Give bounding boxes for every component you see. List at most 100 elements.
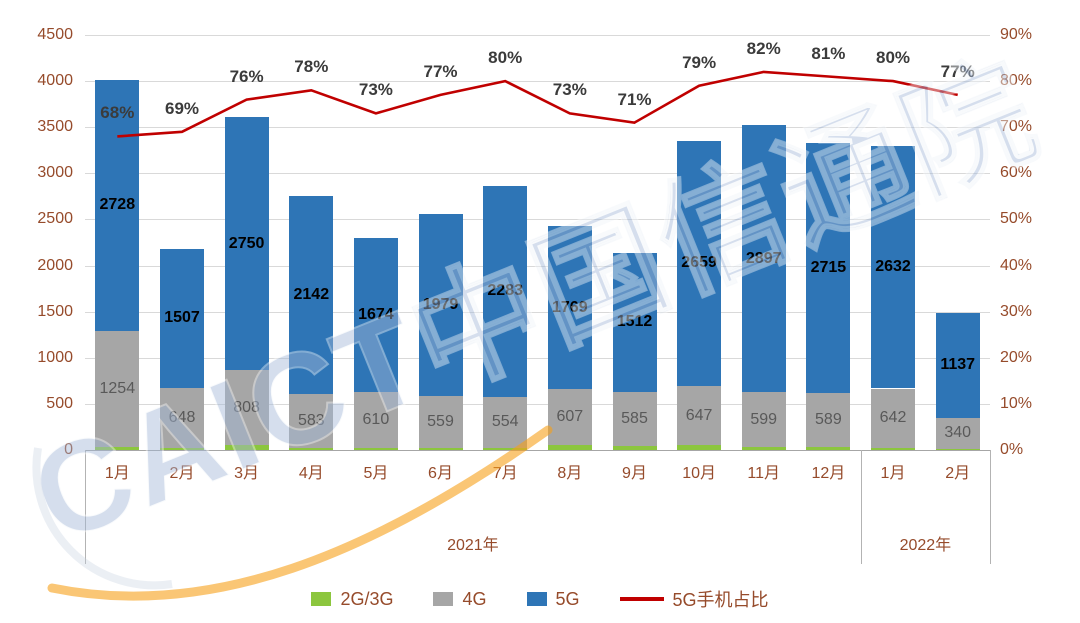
line-value-label: 80%: [488, 48, 523, 68]
x-axis-line: [85, 450, 990, 451]
bar-segment-5g: [871, 145, 915, 389]
bar-value-label-4g: 642: [879, 409, 907, 427]
legend-swatch-5g: [526, 592, 547, 606]
bar-value-label-4g: 559: [427, 413, 454, 431]
gridline: [85, 219, 990, 221]
bar-value-label-5g: 1769: [552, 298, 588, 316]
bar-value-label-4g: 583: [297, 411, 325, 429]
gridline: [85, 403, 990, 405]
y-axis-left-tick-label: 1500: [37, 302, 73, 320]
y-axis-left-tick-label: 3000: [37, 164, 73, 182]
x-axis-category-label: 12月: [811, 465, 846, 482]
legend-item-5g-share-line: 5G手机占比: [619, 586, 769, 612]
bar-value-label-5g: 2715: [810, 258, 847, 276]
y-axis-left-tick-label: 3500: [37, 118, 73, 136]
bar-segment-5g: [677, 140, 722, 386]
bar-value-label-4g: 554: [491, 413, 519, 431]
legend-swatch-2g-3g: [311, 592, 332, 606]
bar-value-label-5g: 2750: [228, 234, 265, 252]
bar-segment-4g: [677, 385, 722, 446]
bar-value-label-4g: 808: [233, 398, 260, 416]
y-axis-left-tick-label: 500: [46, 394, 73, 412]
bar-value-label-4g: 1254: [99, 379, 136, 397]
bar-value-label-4g: 607: [556, 408, 584, 426]
line-value-label: 71%: [617, 89, 652, 109]
line-value-label: 77%: [423, 61, 458, 81]
swoosh-curve: [47, 425, 553, 601]
bar-segment-2g-3g: [483, 447, 528, 450]
y-axis-right-tick-label: 70%: [1000, 118, 1033, 136]
bar-segment-5g: [741, 125, 786, 393]
legend-label: 2G/3G: [340, 588, 394, 609]
x-axis-category-label: 3月: [234, 465, 260, 482]
x-axis-category-label: 1月: [104, 465, 130, 482]
x-group-separator: [860, 450, 862, 564]
bar-segment-5g: [224, 116, 269, 371]
y-axis-left-tick-label: 2500: [37, 210, 73, 228]
bar-value-label-5g: 2728: [99, 196, 136, 214]
bar-value-label-5g: 1512: [616, 313, 653, 331]
legend-item-2g-3g: 2G/3G: [311, 589, 393, 610]
x-axis-category-label: 4月: [298, 465, 324, 482]
x-axis-category-label: 10月: [682, 465, 716, 482]
y-axis-right-tick-label: 60%: [1000, 164, 1033, 182]
x-axis-category-label: 1月: [880, 465, 906, 482]
y-axis-right-tick-label: 40%: [1000, 256, 1033, 274]
gridline: [85, 35, 990, 36]
bar-segment-5g: [547, 226, 592, 390]
legend-swatch-line: [619, 597, 664, 601]
bar-segment-2g-3g: [612, 445, 657, 450]
bar-value-label-5g: 2142: [293, 286, 330, 304]
bar-segment-5g: [289, 196, 334, 394]
line-value-label: 79%: [682, 52, 717, 72]
bar-value-label-4g: 648: [168, 408, 196, 426]
bar-segment-5g: [806, 142, 851, 393]
x-axis-category-label: 5月: [363, 465, 389, 482]
bar-segment-5g: [418, 213, 463, 397]
bar-segment-2g-3g: [418, 448, 463, 450]
bar-value-label-5g: 1507: [164, 309, 200, 327]
bar-segment-2g-3g: [935, 448, 980, 450]
line-value-label: 77%: [940, 61, 975, 81]
legend-label: 5G手机占比: [672, 590, 769, 610]
bar-segment-5g: [935, 312, 980, 418]
bar-segment-2g-3g: [741, 447, 786, 450]
x-axis-category-label: 8月: [557, 465, 583, 482]
y-axis-left-tick-label: 4000: [37, 72, 73, 90]
bar-segment-5g: [483, 186, 528, 397]
y-axis-left-tick-label: 0: [64, 441, 73, 458]
bar-value-label-4g: 610: [362, 411, 390, 428]
bar-segment-2g-3g: [547, 445, 592, 450]
bar-segment-2g-3g: [95, 446, 140, 450]
y-axis-right-tick-label: 0%: [1000, 441, 1024, 458]
legend-item-5g: 5G: [526, 589, 580, 610]
bar-segment-5g: [160, 249, 204, 388]
y-axis-left-tick-label: 4500: [37, 26, 73, 43]
gridline: [85, 311, 990, 313]
y-axis-left-tick-label: 1000: [37, 348, 73, 366]
y-axis-right-tick-label: 50%: [1000, 210, 1033, 228]
chart-legend: 2G/3G 4G 5G 5G手机占比: [0, 586, 1080, 612]
y-axis-right-tick-label: 30%: [1000, 302, 1033, 320]
bar-segment-4g: [806, 392, 851, 448]
y-axis-right-tick-label: 90%: [1000, 26, 1033, 43]
bar-segment-2g-3g: [353, 448, 398, 450]
bar-segment-2g-3g: [806, 447, 851, 450]
legend-label: 4G: [462, 588, 487, 609]
bar-value-label-5g: 2659: [681, 254, 717, 272]
bar-segment-2g-3g: [160, 447, 204, 450]
x-axis-category-label: 9月: [622, 465, 647, 482]
line-value-label: 73%: [552, 80, 587, 100]
gridline: [85, 173, 990, 175]
bar-value-label-5g: 2283: [487, 282, 523, 300]
line-value-label: 81%: [811, 43, 846, 63]
line-value-label: 69%: [164, 98, 200, 118]
bar-segment-2g-3g: [871, 447, 915, 450]
line-value-label: 68%: [100, 103, 135, 123]
bar-value-label-4g: 585: [621, 409, 648, 427]
x-axis-group-label: 2022年: [899, 537, 952, 554]
bar-value-label-5g: 2632: [875, 258, 911, 276]
line-value-label: 78%: [294, 57, 329, 77]
bar-segment-5g: [353, 237, 398, 392]
